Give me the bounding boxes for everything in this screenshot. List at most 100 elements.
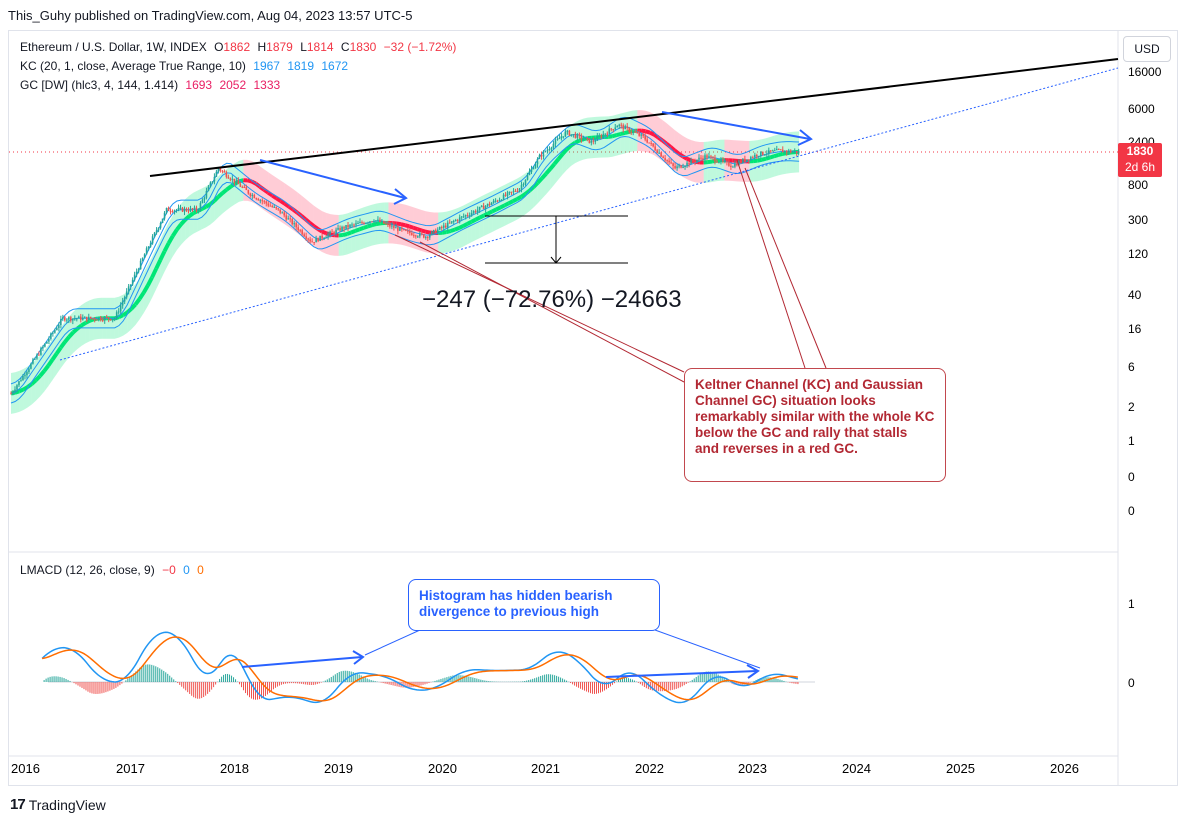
candle-body xyxy=(66,319,68,321)
candle-body xyxy=(171,211,174,213)
lmacd-axis[interactable]: 1 0 xyxy=(1128,597,1135,690)
gc-midline-segment xyxy=(665,141,672,149)
candle-body xyxy=(638,133,640,136)
gc-midline-segment xyxy=(179,218,187,226)
candle-body xyxy=(52,332,54,334)
candle-body xyxy=(448,222,451,224)
candle-body xyxy=(789,150,792,153)
time-axis[interactable]: 2016 2017 2018 2019 2020 2021 2022 2023 … xyxy=(11,761,1079,776)
last-price-tag: 1830 2d 6h xyxy=(1118,143,1162,177)
footer[interactable]: 17 TradingView xyxy=(10,796,106,813)
candle-body xyxy=(578,134,581,136)
candle-body xyxy=(688,162,690,165)
candle-body xyxy=(532,168,535,170)
candle-body xyxy=(710,156,712,158)
candle-body xyxy=(143,254,146,258)
candle-body xyxy=(407,230,409,232)
candle-body xyxy=(265,201,268,204)
candle-body xyxy=(115,312,118,319)
currency-button[interactable]: USD xyxy=(1123,36,1171,62)
candle-body xyxy=(466,215,469,217)
candle-body xyxy=(225,172,228,177)
candle-body xyxy=(488,203,491,205)
gc-midline-segment xyxy=(188,211,195,218)
measure-tool[interactable] xyxy=(485,215,628,264)
price-axis[interactable]: 16000 6000 2400 800 300 120 40 16 6 2 1 … xyxy=(1128,65,1162,518)
gc-midline-segment xyxy=(641,128,646,134)
gc-midline-segment xyxy=(491,207,498,214)
gc-midline-segment xyxy=(342,232,348,237)
candle-body xyxy=(664,158,666,161)
candle-body xyxy=(604,133,607,135)
candle-body xyxy=(558,138,561,140)
candle-body xyxy=(566,130,569,132)
candle-body xyxy=(193,207,196,210)
candle-body xyxy=(395,227,397,229)
candle-body xyxy=(351,224,353,226)
gc-value: 2052 xyxy=(219,78,247,92)
gc-midline-segment xyxy=(262,188,270,195)
price-candles xyxy=(10,122,800,396)
candle-body xyxy=(385,223,387,225)
candle-body xyxy=(736,163,738,166)
candle-body xyxy=(119,305,122,312)
candle-body xyxy=(147,246,150,249)
resistance-trendline[interactable] xyxy=(149,58,1119,177)
candle-body xyxy=(644,135,646,140)
gc-midline-segment xyxy=(503,201,510,208)
gc-midline-segment xyxy=(512,197,518,203)
candle-body xyxy=(510,191,513,193)
ohlc-low: L1814 xyxy=(300,40,334,54)
candle-body xyxy=(546,149,549,152)
candle-body xyxy=(498,199,501,202)
kc-lower xyxy=(10,135,800,404)
gc-midline-segment xyxy=(67,331,75,339)
candle-body xyxy=(678,165,680,167)
support-trendline[interactable] xyxy=(59,67,1119,361)
candle-body xyxy=(211,181,214,183)
candle-body xyxy=(54,330,56,333)
legend-gc[interactable]: GC [DW] (hlc3, 4, 144, 1.414) 1693 2052 … xyxy=(20,78,284,92)
candle-body xyxy=(287,218,289,220)
candle-body xyxy=(269,205,272,207)
y-tick: 1 xyxy=(1128,434,1135,448)
candle-body xyxy=(327,234,329,238)
legend-lmacd[interactable]: LMACD (12, 26, close, 9) −0 0 0 xyxy=(20,563,208,577)
gc-midline-segment xyxy=(42,364,50,373)
candle-body xyxy=(576,134,579,138)
gc-midline-segment xyxy=(499,203,506,210)
candle-body xyxy=(686,162,688,166)
gc-midline-segment xyxy=(166,235,175,245)
candle-body xyxy=(582,139,585,141)
gc-midline-segment xyxy=(362,224,369,230)
kc-gc-callout[interactable]: Keltner Channel (KC) and Gaussian Channe… xyxy=(684,368,946,482)
histogram-callout[interactable]: Histogram has hidden bearish divergence … xyxy=(408,579,660,631)
candle-body xyxy=(682,167,684,169)
candle-body xyxy=(692,160,694,162)
gc-midline-segment xyxy=(221,188,228,195)
gc-midline-segment xyxy=(673,148,681,156)
gc-midline-segment xyxy=(375,221,381,227)
x-tick: 2018 xyxy=(220,761,249,776)
candle-body xyxy=(606,133,609,135)
candle-body xyxy=(155,230,158,233)
candle-body xyxy=(496,200,499,202)
y-tick: 800 xyxy=(1128,178,1148,192)
candle-body xyxy=(516,191,519,193)
candle-body xyxy=(700,157,702,159)
candle-body xyxy=(161,218,164,223)
candle-body xyxy=(421,233,423,235)
kc-value: 1967 xyxy=(253,59,280,73)
candle-body xyxy=(456,219,459,221)
legend-kc[interactable]: KC (20, 1, close, Average True Range, 10… xyxy=(20,59,352,73)
lmacd-value: −0 xyxy=(162,563,176,577)
candle-body xyxy=(598,135,601,137)
candle-body xyxy=(622,125,625,130)
candle-body xyxy=(293,223,295,225)
candle-body xyxy=(504,194,507,196)
legend-price[interactable]: Ethereum / U.S. Dollar, 1W, INDEX O1862 … xyxy=(20,40,460,54)
candle-body xyxy=(159,222,162,228)
candle-body xyxy=(48,338,50,342)
candle-body xyxy=(514,190,517,192)
